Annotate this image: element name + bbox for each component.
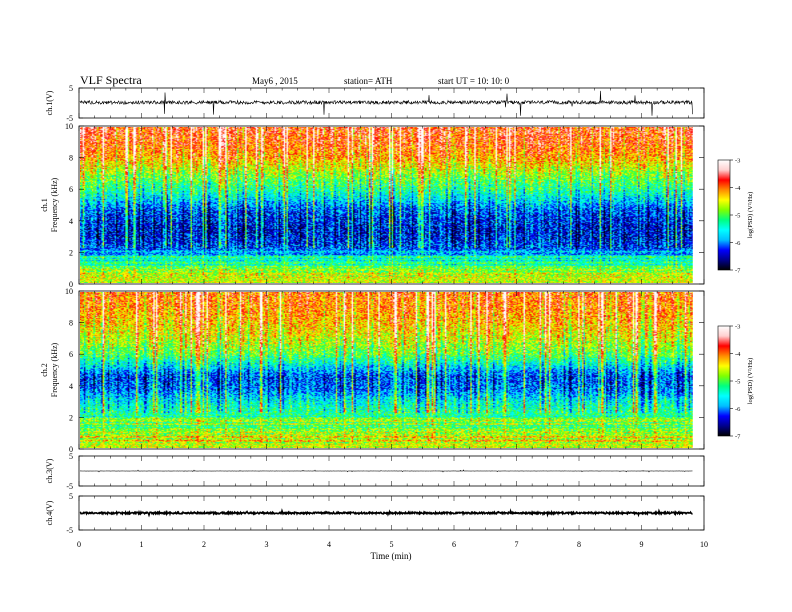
x-tick-label: 10	[700, 540, 708, 549]
spectrogram-ylabel: Frequency (kHz)	[50, 177, 59, 232]
station-label: station= ATH	[344, 76, 393, 86]
start-time-label: start UT = 10: 10: 0	[438, 76, 510, 86]
y-tick-label: 8	[69, 319, 73, 328]
x-tick-label: 7	[515, 540, 519, 549]
spectrogram-channel-label: ch.1	[40, 198, 49, 212]
y-tick-label: 2	[69, 413, 73, 422]
y-tick-label: 10	[65, 122, 73, 131]
colorbar-tick-label: -3	[735, 158, 740, 165]
waveform-ylabel: ch.4(V)	[45, 500, 54, 525]
colorbar-tick-label: -4	[735, 185, 741, 192]
ch1-colorbar-label: log(PSD) (V²/Hz)	[747, 192, 754, 239]
ch2-colorbar-label: log(PSD) (V²/Hz)	[747, 358, 754, 405]
y-tick-label: 0	[69, 280, 73, 289]
y-tick-label: -5	[66, 482, 73, 491]
x-tick-label: 4	[327, 540, 331, 549]
y-tick-label: 2	[69, 248, 73, 257]
ch1-spectrogram-image	[80, 127, 693, 283]
x-tick-label: 5	[390, 540, 394, 549]
y-tick-label: 0	[69, 445, 73, 454]
x-tick-label: 6	[452, 540, 456, 549]
figure-title: VLF Spectra	[80, 73, 142, 87]
y-tick-label: 5	[69, 452, 73, 461]
y-tick-label: 4	[69, 217, 73, 226]
x-tick-label: 9	[640, 540, 644, 549]
ch3-waveform-trace	[80, 469, 693, 473]
ch1-colorbar	[717, 159, 731, 271]
y-tick-label: 10	[65, 287, 73, 296]
x-tick-label: 1	[140, 540, 144, 549]
x-tick-label: 2	[202, 540, 206, 549]
y-tick-label: 8	[69, 154, 73, 163]
colorbar-tick-label: -5	[735, 379, 740, 386]
y-tick-label: -5	[66, 114, 73, 123]
y-tick-label: 5	[69, 492, 73, 501]
y-tick-label: 6	[69, 185, 73, 194]
x-tick-label: 0	[77, 540, 81, 549]
y-tick-label: 5	[69, 84, 73, 93]
spectrogram-ylabel: Frequency (kHz)	[50, 342, 59, 397]
colorbar-tick-label: -6	[735, 406, 741, 413]
ch4-waveform-trace	[79, 508, 693, 518]
x-tick-label: 3	[265, 540, 269, 549]
colorbar-tick-label: -3	[735, 324, 740, 331]
ch2-spectrogram-image	[80, 292, 693, 448]
date-label: May6 , 2015	[252, 76, 298, 86]
x-tick-label: 8	[577, 540, 581, 549]
y-tick-label: 4	[69, 382, 73, 391]
y-tick-label: 6	[69, 350, 73, 359]
x-axis-label: Time (min)	[371, 551, 412, 561]
waveform-ylabel: ch.1(V)	[45, 90, 54, 115]
y-tick-label: -5	[66, 526, 73, 535]
colorbar-tick-label: -7	[735, 434, 741, 441]
colorbar-tick-label: -7	[735, 268, 741, 275]
spectrogram-channel-label: ch.2	[40, 363, 49, 377]
ch1-waveform-trace	[79, 90, 693, 116]
colorbar-tick-label: -4	[735, 351, 741, 358]
colorbar-tick-label: -5	[735, 213, 740, 220]
colorbar-tick-label: -6	[735, 240, 741, 247]
ch2-colorbar	[717, 325, 731, 437]
waveform-ylabel: ch.3(V)	[45, 458, 54, 483]
